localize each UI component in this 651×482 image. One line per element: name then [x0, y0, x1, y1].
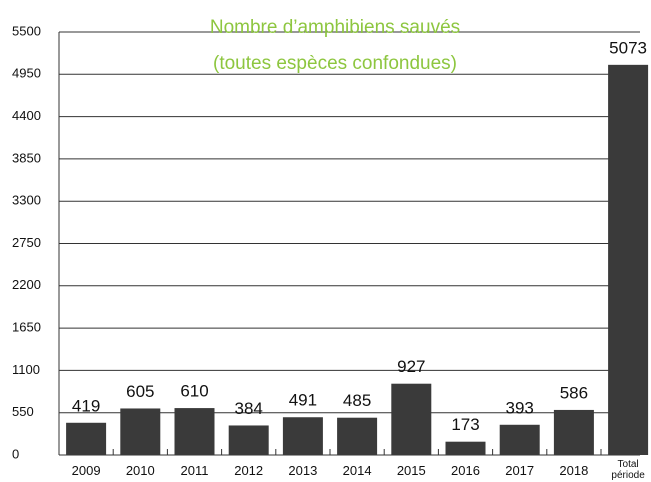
bar — [174, 408, 215, 455]
y-tick-label: 550 — [12, 404, 34, 419]
bar — [282, 417, 323, 455]
data-label: 485 — [343, 391, 371, 410]
data-label: 393 — [506, 398, 534, 417]
y-tick-label: 1100 — [12, 362, 40, 377]
bar — [120, 408, 161, 455]
y-tick-label: 3300 — [12, 193, 41, 208]
bar — [553, 409, 594, 455]
bar — [228, 425, 269, 455]
data-label: 5073 — [609, 38, 647, 57]
x-tick-label: 2013 — [288, 463, 318, 478]
bar — [337, 417, 378, 455]
x-tick-label: 2011 — [180, 463, 209, 478]
x-tick-label: 2015 — [396, 463, 426, 478]
x-tick-label-box: 2013 — [288, 463, 318, 478]
y-tick-label: 2200 — [12, 277, 41, 292]
bar — [391, 383, 432, 455]
x-tick-label-box: 2015 — [396, 463, 426, 478]
y-tick-label: 2750 — [12, 235, 41, 250]
bar — [445, 441, 486, 455]
x-tick-label: 2009 — [71, 463, 101, 478]
x-tick-label: 2016 — [451, 463, 480, 478]
data-label: 491 — [289, 391, 317, 410]
y-tick-label: 1650 — [12, 320, 41, 335]
x-tick-label-box: 2017 — [505, 463, 535, 478]
x-tick-label-box: 2011 — [180, 463, 209, 478]
x-tick-label: 2010 — [125, 463, 155, 478]
data-label: 173 — [451, 415, 479, 434]
data-label: 610 — [180, 382, 208, 401]
bar — [608, 64, 649, 455]
data-label: 605 — [126, 382, 154, 401]
x-tick-label: 2012 — [234, 463, 264, 478]
x-tick-label: 2018 — [559, 463, 589, 478]
x-tick-label: 2014 — [342, 463, 372, 478]
y-tick-label: 0 — [12, 446, 19, 461]
x-tick-label-box: 2010 — [125, 463, 155, 478]
data-label: 586 — [560, 383, 588, 402]
x-tick-label-box: 2012 — [234, 463, 264, 478]
bar — [66, 422, 107, 455]
data-label: 384 — [235, 399, 263, 418]
x-tick-label-box: 2009 — [71, 463, 101, 478]
y-tick-label: 3850 — [12, 150, 41, 165]
chart-title: Nombre d’amphibiens sauvés — [210, 17, 460, 38]
x-tick-label-box: 2018 — [559, 463, 589, 478]
y-tick-label: 4400 — [12, 108, 41, 123]
y-tick-label: 5500 — [12, 23, 41, 38]
y-tick-label: 4950 — [12, 66, 41, 81]
data-label: 927 — [397, 357, 425, 376]
x-tick-label: Total période — [611, 459, 645, 481]
x-tick-label-box: Total période — [611, 459, 645, 481]
chart-title: (toutes espèces confondues) — [213, 53, 457, 74]
x-tick-label: 2017 — [505, 463, 535, 478]
x-tick-label-box: 2014 — [342, 463, 372, 478]
data-label: 419 — [72, 396, 100, 415]
bar — [499, 424, 540, 455]
x-tick-label-box: 2016 — [451, 463, 480, 478]
